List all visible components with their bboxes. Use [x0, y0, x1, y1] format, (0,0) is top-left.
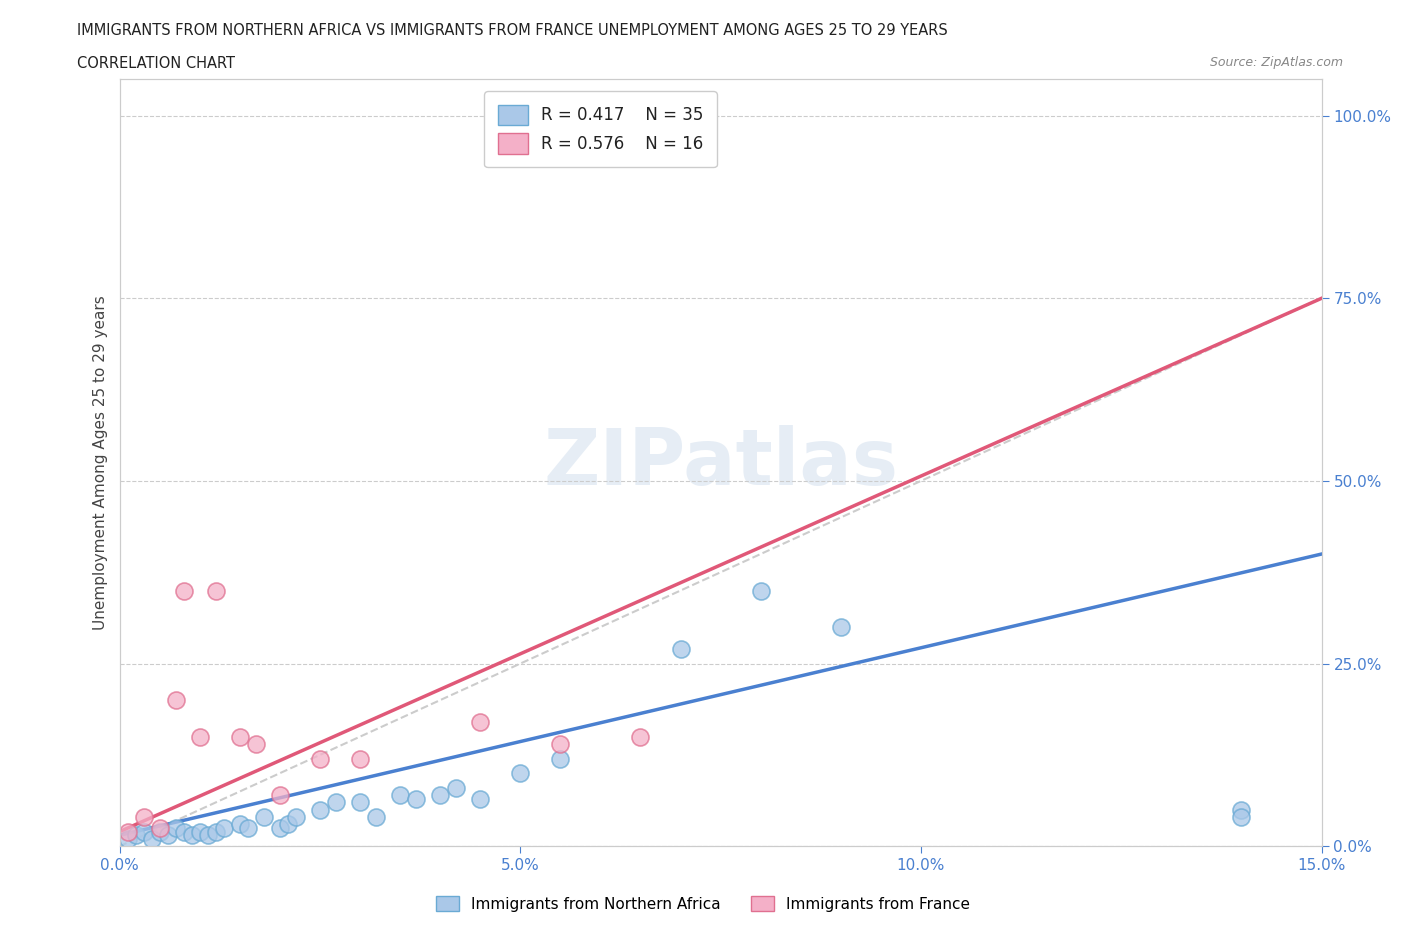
Point [1230, 803, 1253, 817]
Point [173, 583, 195, 598]
Point [269, 788, 291, 803]
Text: ZIPatlas: ZIPatlas [543, 425, 898, 500]
Point [749, 583, 772, 598]
Point [405, 791, 427, 806]
Point [1230, 810, 1253, 825]
Point [630, 729, 652, 744]
Point [132, 824, 155, 839]
Point [509, 765, 531, 780]
Point [550, 737, 572, 751]
Point [364, 810, 387, 825]
Point [325, 795, 347, 810]
Point [204, 824, 226, 839]
Point [204, 583, 226, 598]
Point [212, 820, 235, 835]
Point [429, 788, 451, 803]
Point [156, 828, 179, 843]
Point [349, 795, 371, 810]
Point [236, 820, 259, 835]
Point [468, 714, 492, 729]
Point [228, 817, 252, 831]
Point [180, 828, 202, 843]
Point [349, 751, 371, 766]
Point [132, 810, 155, 825]
Point [188, 729, 211, 744]
Point [388, 788, 412, 803]
Point [444, 780, 467, 795]
Point [197, 828, 219, 843]
Point [149, 820, 172, 835]
Point [468, 791, 492, 806]
Y-axis label: Unemployment Among Ages 25 to 29 years: Unemployment Among Ages 25 to 29 years [93, 296, 108, 630]
Point [173, 824, 195, 839]
Point [253, 810, 276, 825]
Text: CORRELATION CHART: CORRELATION CHART [77, 56, 235, 71]
Text: Source: ZipAtlas.com: Source: ZipAtlas.com [1209, 56, 1343, 69]
Point [284, 810, 307, 825]
Point [277, 817, 299, 831]
Point [117, 831, 139, 846]
Point [830, 619, 852, 634]
Point [124, 828, 146, 843]
Point [188, 824, 211, 839]
Point [550, 751, 572, 766]
Text: IMMIGRANTS FROM NORTHERN AFRICA VS IMMIGRANTS FROM FRANCE UNEMPLOYMENT AMONG AGE: IMMIGRANTS FROM NORTHERN AFRICA VS IMMIG… [77, 23, 948, 38]
Point [269, 820, 291, 835]
Point [245, 737, 267, 751]
Point [149, 824, 172, 839]
Point [669, 108, 692, 123]
Point [669, 642, 692, 657]
Point [309, 751, 332, 766]
Point [165, 693, 187, 708]
Point [141, 831, 163, 846]
Point [165, 820, 187, 835]
Legend: R = 0.417    N = 35, R = 0.576    N = 16: R = 0.417 N = 35, R = 0.576 N = 16 [484, 91, 717, 166]
Point [228, 729, 252, 744]
Point [117, 824, 139, 839]
Legend: Immigrants from Northern Africa, Immigrants from France: Immigrants from Northern Africa, Immigra… [430, 889, 976, 918]
Point [309, 803, 332, 817]
